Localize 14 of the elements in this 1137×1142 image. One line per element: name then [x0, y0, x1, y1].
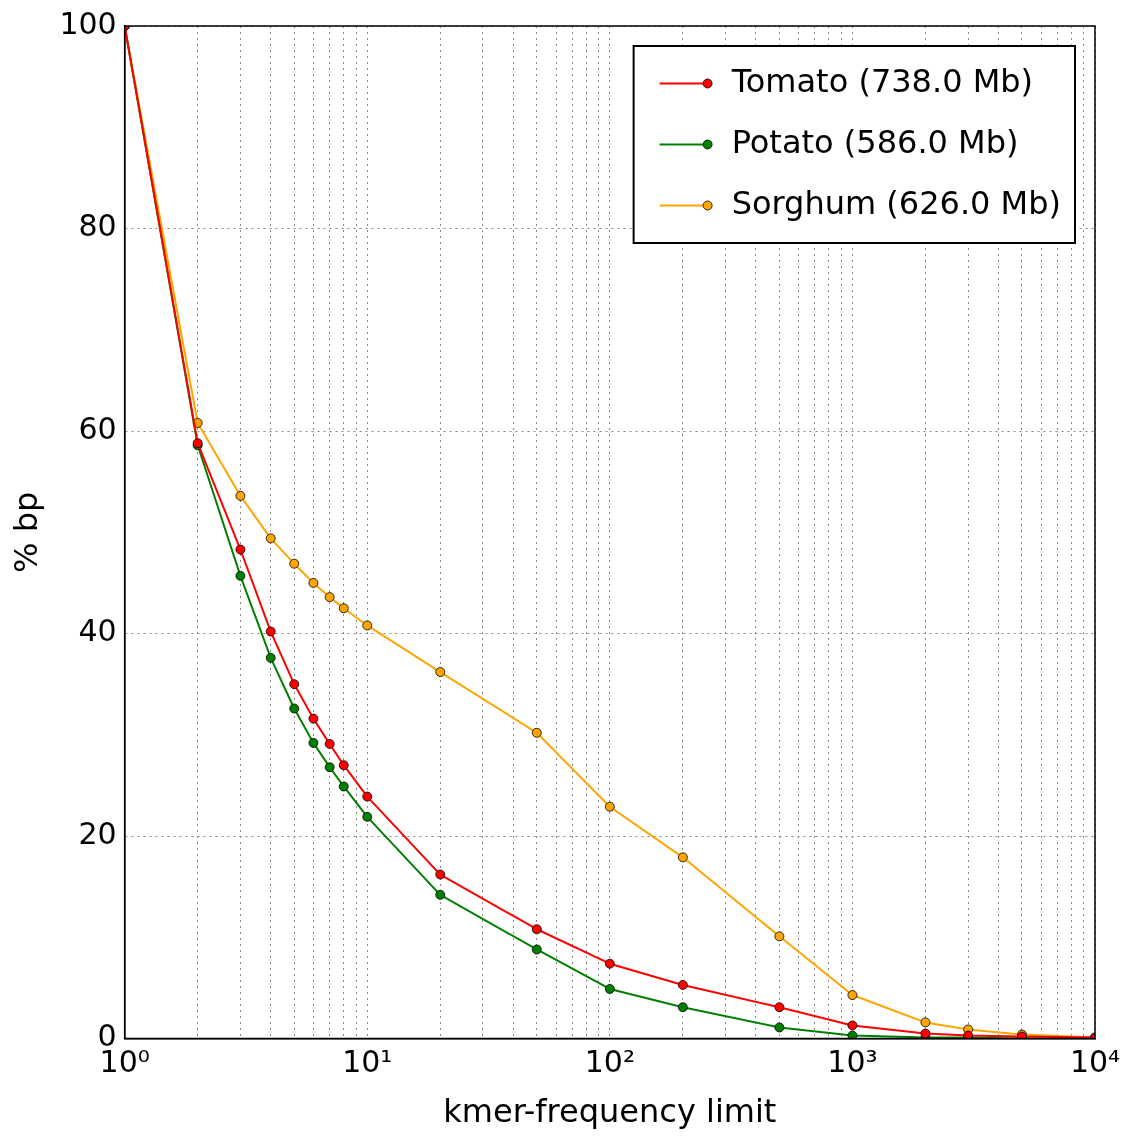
legend-label: Potato (586.0 Mb) — [731, 122, 1019, 161]
y-tick-label: 20 — [78, 815, 117, 851]
y-tick-label: 40 — [78, 613, 117, 649]
y-tick-label: 80 — [78, 208, 117, 244]
x-tick-label: 10⁴ — [1069, 1044, 1121, 1080]
x-tick-label: 10¹ — [342, 1044, 393, 1080]
legend-label: Sorghum (626.0 Mb) — [731, 183, 1061, 222]
y-axis-title: % bp — [6, 491, 45, 573]
x-tick-label: 10³ — [827, 1044, 878, 1080]
x-tick-label: 10² — [584, 1044, 635, 1080]
y-tick-label: 60 — [78, 410, 117, 446]
legend-label: Tomato (738.0 Mb) — [730, 61, 1034, 100]
x-axis-title: kmer-frequency limit — [443, 1092, 777, 1131]
y-tick-label: 100 — [59, 5, 117, 41]
